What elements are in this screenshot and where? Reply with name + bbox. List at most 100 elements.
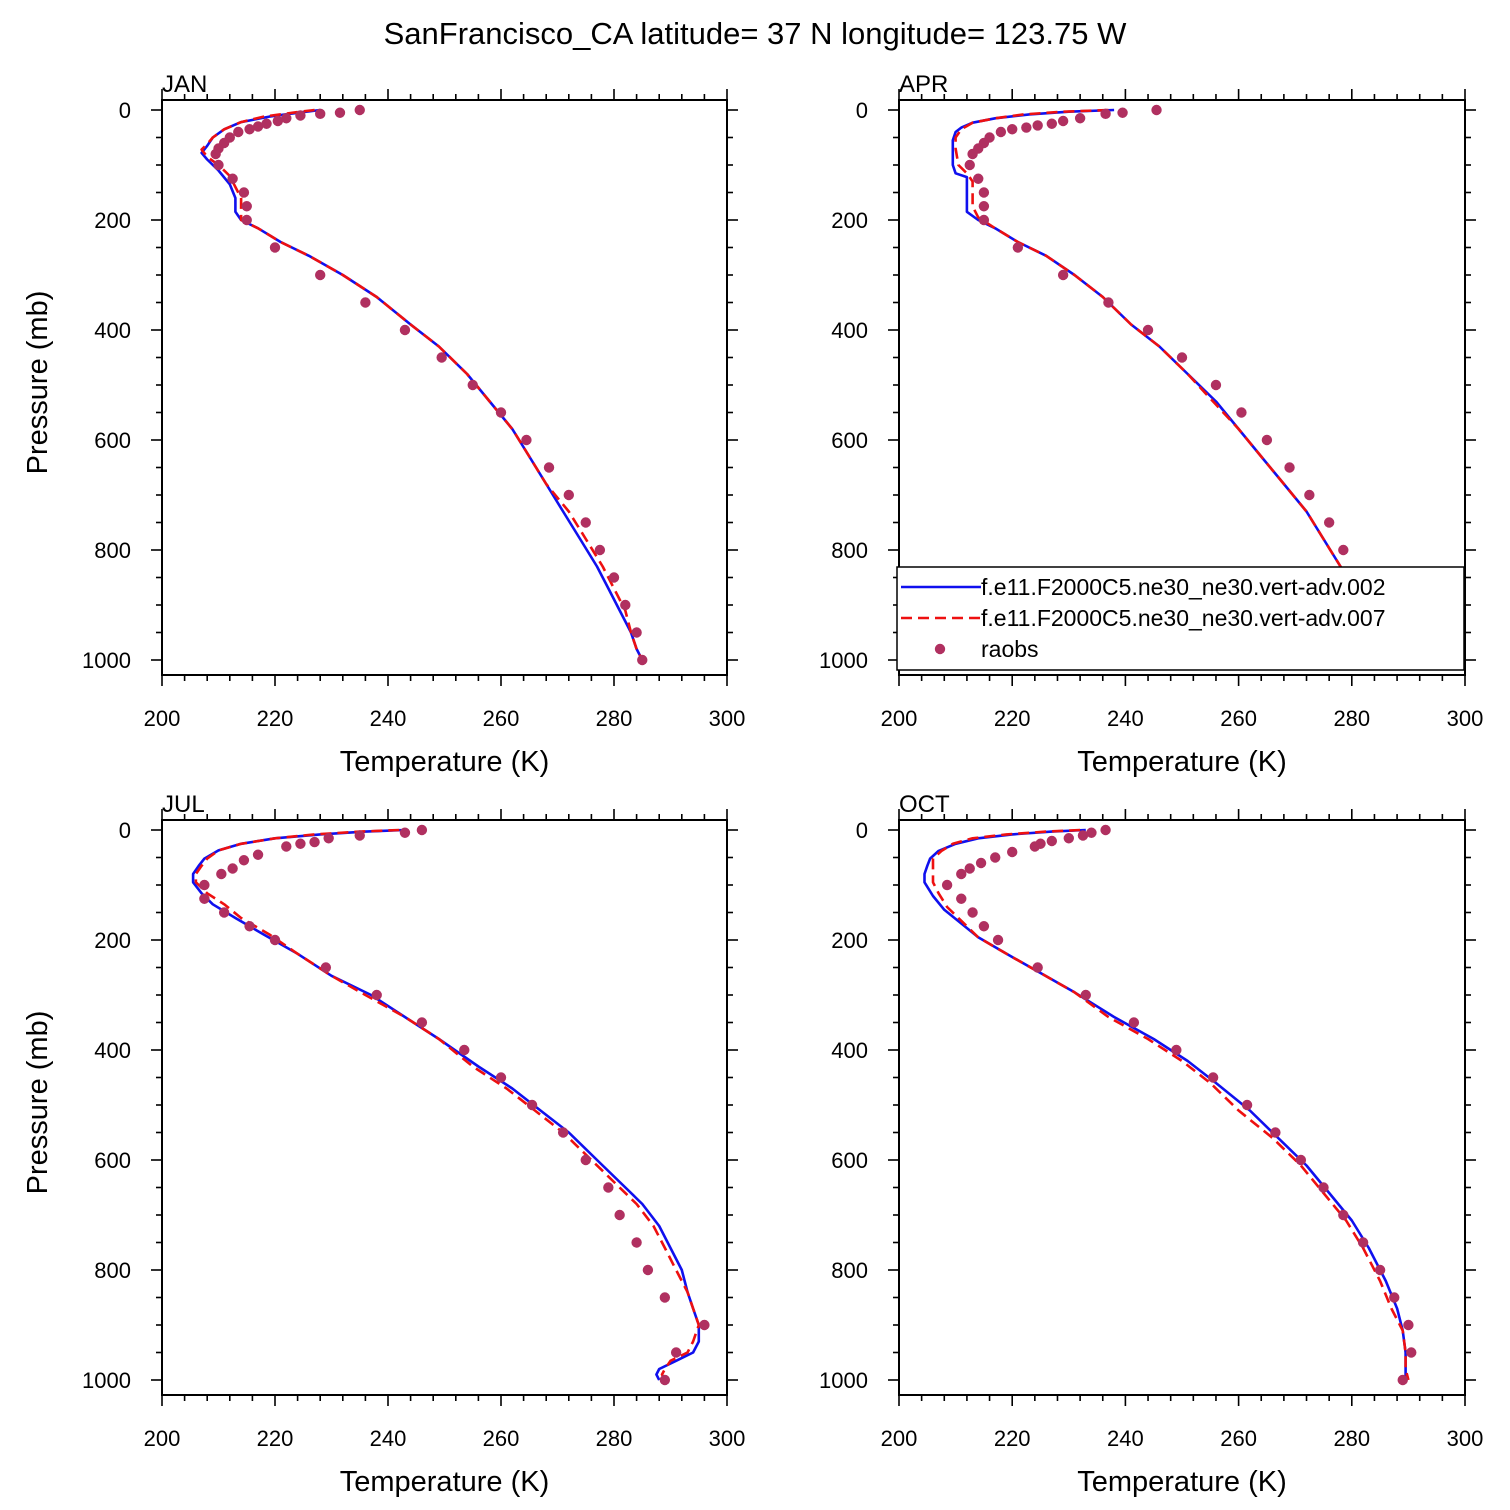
y-tick-label: 1000 [82,1368,131,1393]
raobs-point [281,113,292,124]
raobs-point [1057,115,1069,127]
raobs-point [354,104,365,116]
raobs-point [603,1182,614,1193]
y-tick-label: 800 [831,538,868,563]
raobs-point [1389,1292,1400,1303]
raobs-point [964,863,975,874]
legend-marker-raobs [934,643,946,655]
raobs-point [1318,1182,1329,1193]
raobs-point [978,201,990,212]
y-tick-label: 800 [94,1258,131,1283]
raobs-point [620,599,631,611]
raobs-point [416,1017,428,1028]
raobs-points [941,824,1417,1386]
raobs-point [241,201,252,212]
raobs-point [1236,407,1247,418]
y-tick-label: 600 [831,428,868,453]
raobs-point [1046,118,1058,129]
raobs-point [1029,841,1041,852]
raobs-point [1103,297,1114,308]
raobs-point [1063,833,1075,844]
panel-jan: 200 220 240 260 280 300 0 200 400 600 800 1000 JAN Te… [22,71,745,778]
raobs-point [210,148,221,160]
raobs-point [580,517,591,528]
raobs-point [608,572,620,583]
raobs-point [659,1374,671,1386]
x-tick-label: 280 [596,706,633,731]
series-line-002 [191,828,701,1381]
raobs-point [557,1127,569,1138]
x-tick-label: 260 [1220,706,1257,731]
raobs-point [213,159,224,171]
raobs-point [1261,434,1273,446]
plot-frame [161,819,728,1396]
raobs-point [244,124,255,135]
y-tick-label: 800 [831,1258,868,1283]
x-tick-label: 300 [1447,706,1484,731]
raobs-point [1086,827,1097,838]
panel-label: OCT [899,791,950,818]
raobs-point [978,214,990,226]
raobs-point [637,654,648,666]
series-line-007 [194,828,701,1381]
x-axis-label: Temperature (K) [1077,746,1287,778]
raobs-point [371,989,382,1001]
raobs-point [1032,120,1043,131]
raobs-point [227,863,238,874]
y-tick-label: 200 [94,928,131,953]
raobs-point [1403,1319,1414,1331]
raobs-point [233,126,244,138]
panel-oct: 200 220 240 260 280 300 0 200 400 600 800 1000 OCT Te… [819,791,1483,1498]
raobs-point [218,907,230,918]
raobs-point [1128,1017,1140,1028]
raobs-point [964,159,975,171]
x-axis-label: Temperature (K) [1077,1466,1287,1498]
raobs-point [1241,1099,1253,1111]
raobs-point [1007,124,1018,135]
raobs-point [295,110,306,121]
raobs-point [1295,1154,1307,1166]
raobs-point [973,173,984,184]
raobs-point [1304,489,1315,501]
raobs-point [281,841,292,852]
y-tick-label: 600 [94,1148,131,1173]
raobs-point [323,833,334,844]
y-tick-label: 400 [94,1038,131,1063]
raobs-point [199,879,210,891]
panel-jul: 200 220 240 260 280 300 0 200 400 600 800 1000 JUL Te… [22,791,745,1498]
panels-group: 200 220 240 260 280 300 0 200 400 600 800 1000 JAN Te… [22,71,1483,1498]
raobs-point [1397,1374,1408,1386]
series-line-002 [923,828,1407,1380]
raobs-points [199,824,710,1386]
x-axis-label: Temperature (K) [340,746,550,778]
series-line-002 [200,108,644,661]
raobs-point [252,849,264,860]
x-tick-label: 240 [1107,1426,1144,1451]
y-tick-label: 0 [856,98,868,123]
raobs-point [941,879,953,891]
x-tick-label: 220 [257,1426,294,1451]
raobs-point [399,324,411,336]
raobs-point [543,462,555,473]
y-tick-label: 200 [94,208,131,233]
x-tick-label: 220 [257,706,294,731]
raobs-points [210,104,648,666]
x-tick-label: 260 [483,1426,520,1451]
raobs-point [967,148,978,160]
raobs-point [1406,1347,1417,1358]
raobs-point [1374,1264,1386,1276]
raobs-point [269,934,281,946]
x-tick-label: 240 [1107,706,1144,731]
raobs-point [975,857,987,869]
raobs-point [659,1292,671,1303]
raobs-point [631,627,642,638]
raobs-point [1007,846,1018,858]
raobs-point [244,921,255,932]
raobs-point [614,1209,625,1221]
raobs-point [594,544,606,556]
raobs-point [1057,269,1069,281]
y-tick-label: 0 [856,818,868,843]
raobs-point [495,1072,507,1083]
raobs-point [241,214,252,226]
